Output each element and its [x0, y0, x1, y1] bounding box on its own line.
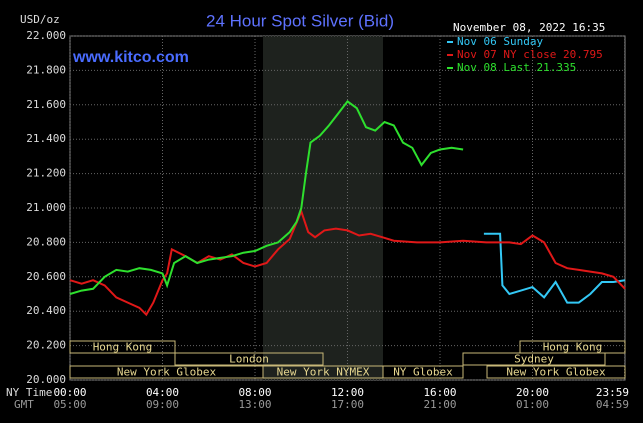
y-tick-label: 21.600: [26, 98, 66, 111]
legend-label: Nov 08 Last 21.335: [457, 61, 576, 74]
y-tick-label: 20.400: [26, 304, 66, 317]
session-label: Hong Kong: [93, 341, 153, 354]
session-label: NY Globex: [393, 366, 453, 379]
gmt-tick-label: 13:00: [238, 398, 271, 411]
gmt-tick-label: 17:00: [331, 398, 364, 411]
gmt-tick-label: 04:59: [596, 398, 629, 411]
chart-title: 24 Hour Spot Silver (Bid): [206, 11, 394, 30]
watermark: www.kitco.com: [72, 49, 189, 66]
gmt-tick-label: 21:00: [423, 398, 456, 411]
session-box: [382, 365, 464, 379]
y-tick-label: 20.200: [26, 339, 66, 352]
y-tick-label: 22.000: [26, 29, 66, 42]
y-tick-label: 20.600: [26, 270, 66, 283]
session-box: [486, 365, 626, 379]
x-tick-label: 00:00: [53, 386, 86, 399]
y-unit: USD/oz: [20, 13, 60, 26]
x-tick-label: 23:59: [596, 386, 629, 399]
y-tick-label: 21.000: [26, 201, 66, 214]
ny-time-label: NY Time: [6, 386, 52, 399]
series-line: [69, 208, 626, 317]
session-box: [69, 340, 176, 354]
session-box: [174, 352, 324, 366]
session-label: New York NYMEX: [277, 366, 370, 379]
session-label: New York Globex: [506, 366, 606, 379]
y-tick-label: 21.200: [26, 167, 66, 180]
y-tick-label: 21.800: [26, 63, 66, 76]
legend-label: Nov 06 Sunday: [457, 35, 543, 48]
x-tick-label: 04:00: [146, 386, 179, 399]
session-box: [519, 340, 626, 354]
timestamp: November 08, 2022 16:35: [453, 21, 605, 34]
y-tick-label: 21.400: [26, 132, 66, 145]
legend-label: Nov 07 NY close 20.795: [457, 48, 603, 61]
y-tick-label: 20.000: [26, 373, 66, 386]
x-tick-label: 16:00: [423, 386, 456, 399]
session-label: Sydney: [514, 353, 554, 366]
series-line: [483, 232, 626, 304]
series-line: [69, 100, 464, 295]
gmt-tick-label: 09:00: [146, 398, 179, 411]
x-tick-label: 08:00: [238, 386, 271, 399]
y-tick-label: 20.800: [26, 235, 66, 248]
session-label: London: [229, 353, 269, 366]
x-tick-label: 12:00: [331, 386, 364, 399]
gmt-tick-label: 05:00: [53, 398, 86, 411]
gmt-tick-label: 01:00: [516, 398, 549, 411]
x-tick-label: 20:00: [516, 386, 549, 399]
session-label: New York Globex: [117, 366, 217, 379]
session-label: Hong Kong: [543, 341, 603, 354]
gmt-label: GMT: [14, 398, 34, 411]
